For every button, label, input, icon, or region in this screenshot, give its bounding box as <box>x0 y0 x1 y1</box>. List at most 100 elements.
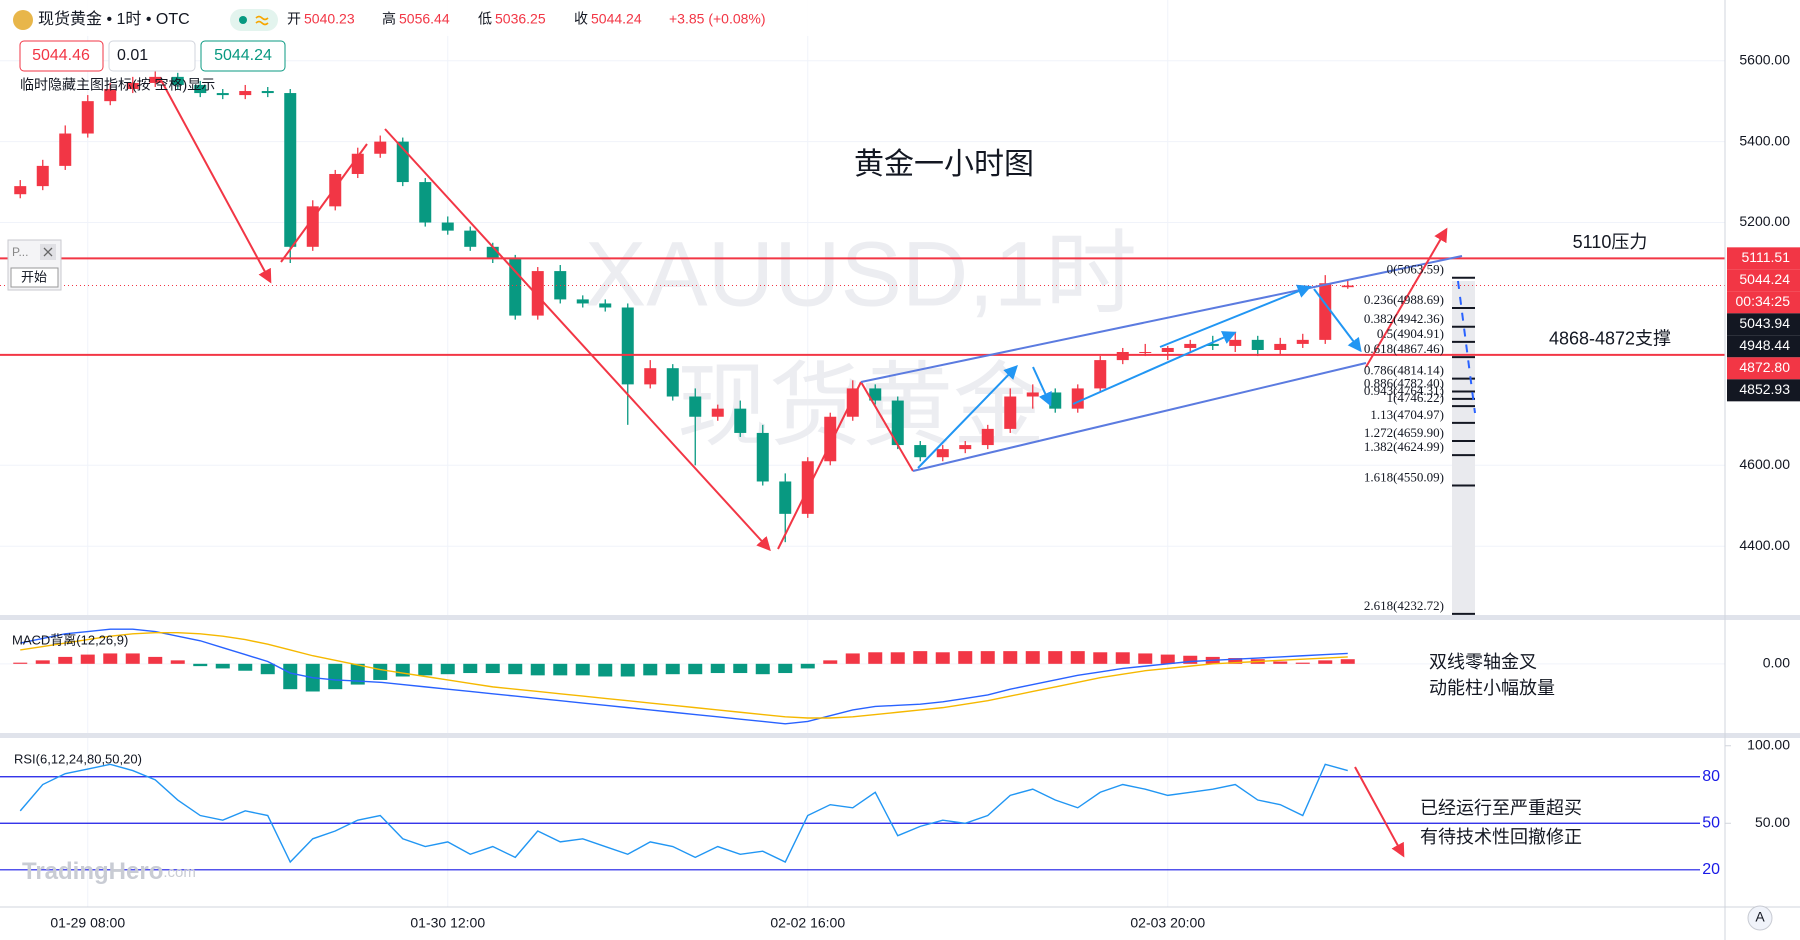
candle-body <box>1229 339 1242 346</box>
candle-body <box>464 230 477 247</box>
price-badge-label: 4948.44 <box>1739 337 1790 353</box>
price-badge-label: 5043.94 <box>1739 315 1790 331</box>
fib-label: 0.236(4988.69) <box>1364 292 1444 307</box>
fib-label: 1(4746.22) <box>1387 390 1444 405</box>
trend-line <box>280 143 368 263</box>
popup-close-icon <box>43 247 53 257</box>
status-wave <box>255 15 269 26</box>
auto-label[interactable]: A <box>1755 909 1765 925</box>
macd-bar <box>373 663 388 680</box>
price-badge-label: 4872.80 <box>1739 359 1790 375</box>
macd-bar <box>1228 658 1243 664</box>
candle-body <box>644 368 657 385</box>
price-badge <box>1727 335 1800 358</box>
y-tick-label: 100.00 <box>1747 736 1790 752</box>
candle-body <box>104 89 117 102</box>
candle-body <box>306 206 319 247</box>
price-badge-label: 4852.93 <box>1739 381 1790 397</box>
candle-body <box>711 408 724 417</box>
candle-body <box>36 165 49 187</box>
fib-label: 0(5063.59) <box>1387 262 1444 277</box>
macd-bar <box>1273 661 1288 664</box>
quantity[interactable]: 0.01 <box>117 47 148 64</box>
fib-label: 2.618(4232.72) <box>1364 598 1444 613</box>
sell-button[interactable] <box>19 40 104 72</box>
start-label[interactable]: 开始 <box>21 269 47 284</box>
candle-body <box>914 445 927 458</box>
trend-line <box>777 381 862 550</box>
candle-body <box>1251 339 1264 350</box>
change: +3.85 (+0.08%) <box>669 11 766 27</box>
ohlc-value: 5044.24 <box>591 11 642 27</box>
candle-body <box>1161 347 1174 353</box>
ohlc-label: 低 <box>478 11 492 27</box>
sell-price[interactable]: 5044.46 <box>32 47 90 64</box>
macd-bar <box>755 663 770 675</box>
macd-bar <box>260 663 275 675</box>
candle-body <box>621 307 634 385</box>
start-button[interactable] <box>10 267 59 288</box>
ohlc-label: 高 <box>382 11 396 27</box>
brand-name: TradingHero <box>22 858 163 885</box>
macd-bar <box>125 653 140 664</box>
macd-bar <box>1138 653 1153 664</box>
candle-body <box>1026 392 1039 397</box>
brand: TradingHero.com <box>22 858 196 885</box>
buy-price[interactable]: 5044.24 <box>214 47 272 64</box>
macd-bar <box>620 663 635 677</box>
fib-label: 1.618(4550.09) <box>1364 469 1444 484</box>
macd-bar <box>935 652 950 664</box>
quantity-input[interactable] <box>108 40 196 72</box>
macd-line <box>20 628 1348 725</box>
candle-body <box>81 101 94 134</box>
x-tick-label: 02-03 20:00 <box>1130 915 1205 931</box>
candle-body <box>599 303 612 308</box>
macd-bar <box>215 663 230 669</box>
candle-body <box>1319 283 1332 340</box>
macd-bar <box>350 663 365 685</box>
rsi-level-label: 50 <box>1702 814 1720 831</box>
ohlc: 开 5040.23 高 5056.44 低 5036.25 收 5044.24 … <box>287 11 766 27</box>
candle-body <box>959 445 972 450</box>
candle-body <box>329 173 342 207</box>
price-badge-label: 5111.51 <box>1741 249 1790 265</box>
macd-bar <box>800 663 815 669</box>
macd-bar <box>1070 651 1085 664</box>
macd-bar <box>328 663 343 690</box>
macd-bar <box>1025 651 1040 664</box>
macd-bar <box>80 654 95 664</box>
chart-title: 黄金一小时图 <box>854 148 1034 181</box>
candle-body <box>509 258 522 316</box>
macd-bar <box>238 663 253 671</box>
wave-arrow <box>1313 288 1362 353</box>
macd-bar <box>440 663 455 675</box>
panel-separator <box>0 615 1800 620</box>
annotations <box>160 79 1476 858</box>
price-badge <box>1727 291 1800 314</box>
macd-bar <box>1160 654 1175 664</box>
panel-note: 双线零轴金叉 <box>1429 652 1537 672</box>
macd-bar <box>1048 651 1063 664</box>
fib-label: 1.382(4624.99) <box>1364 439 1444 454</box>
macd-bar <box>103 653 118 664</box>
candle-body <box>194 84 207 94</box>
buy-button[interactable] <box>200 40 286 72</box>
fib-label: 0.382(4942.36) <box>1364 311 1444 326</box>
auto-scale[interactable] <box>1747 905 1773 931</box>
panel-title: RSI(6,12,24,80,50,20) <box>14 751 142 766</box>
channel-line <box>860 255 1463 383</box>
macd-bar <box>530 663 545 676</box>
macd-bar <box>1318 660 1333 664</box>
popup-title: P... <box>12 245 28 259</box>
macd-bar <box>688 663 703 675</box>
trend-line <box>860 381 914 472</box>
price-badge-label: 5044.24 <box>1739 271 1790 287</box>
ohlc-value: 5036.25 <box>495 11 546 27</box>
fib-label: 0.5(4904.91) <box>1377 326 1444 341</box>
fib-label: 0.618(4867.46) <box>1364 341 1444 356</box>
candle-body <box>149 76 162 83</box>
candle-body <box>261 91 274 94</box>
x-tick-label: 01-30 12:00 <box>410 915 485 931</box>
candle-body <box>1004 396 1017 429</box>
wave-arrow <box>917 364 1018 469</box>
